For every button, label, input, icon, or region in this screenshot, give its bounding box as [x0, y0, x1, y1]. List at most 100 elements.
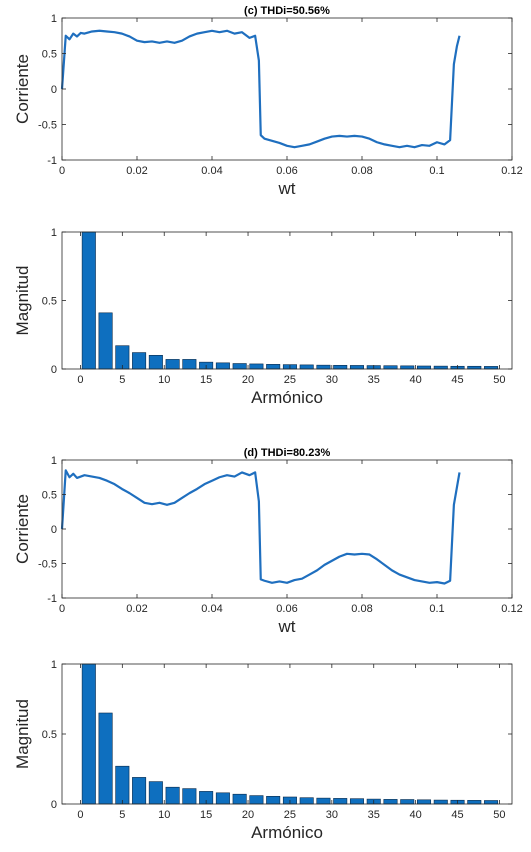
x-tick-label: 35: [368, 809, 380, 821]
bar-21: [249, 363, 264, 370]
x-tick-label: 20: [242, 374, 254, 386]
x-tick-label: 0.08: [351, 603, 372, 615]
x-axis-label: Armónico: [251, 388, 323, 407]
x-tick-label: 10: [158, 374, 170, 386]
y-tick-label: 0.5: [42, 729, 57, 741]
x-tick-label: 0.02: [126, 603, 147, 615]
bar-19: [232, 793, 247, 805]
bar-21: [249, 795, 264, 805]
x-tick-label: 40: [410, 809, 422, 821]
bar-13: [182, 359, 197, 370]
x-tick-label: 0.12: [501, 165, 522, 177]
x-axis-label: wt: [278, 179, 296, 198]
bar-23: [266, 795, 281, 805]
y-axis-label: Corriente: [13, 494, 32, 564]
y-tick-label: 0.5: [42, 296, 57, 308]
bar-7: [132, 352, 147, 370]
x-tick-label: 0.08: [351, 165, 372, 177]
x-tick-label: 25: [284, 809, 296, 821]
current-plot-d: 0 0.02 0.04 0.06 0.08 0.1 0.12 -1 -0.5 0 0.5 1 wt Cor…: [13, 447, 523, 636]
bar-41: [417, 799, 432, 805]
bar-43: [433, 799, 448, 805]
x-tick-label: 0.02: [126, 165, 147, 177]
bar-1: [81, 231, 96, 370]
x-tick-label: 30: [326, 809, 338, 821]
plot-area: [62, 664, 512, 804]
y-tick-label: 0: [51, 524, 57, 536]
bar-47: [467, 800, 482, 805]
x-tick-label: 15: [200, 374, 212, 386]
x-tick-label: 10: [158, 809, 170, 821]
bar-31: [333, 364, 348, 370]
bar-23: [266, 364, 281, 370]
y-tick-label: 0: [51, 84, 57, 96]
bar-3: [98, 712, 113, 805]
bar-13: [182, 788, 197, 805]
bar-5: [115, 765, 130, 805]
bar-33: [349, 365, 364, 370]
y-tick-label: -1: [47, 593, 57, 605]
x-tick-label: 0.04: [201, 165, 222, 177]
x-tick-label: 30: [326, 374, 338, 386]
y-tick-label: 0: [51, 799, 57, 811]
chart-title: (c) THDi=50.56%: [244, 5, 330, 17]
y-tick-label: 1: [51, 13, 57, 25]
x-tick-label: 35: [368, 374, 380, 386]
bar-39: [400, 799, 415, 805]
x-tick-label: 0.04: [201, 603, 222, 615]
plot-area: [62, 232, 512, 369]
x-tick-label: 5: [119, 809, 125, 821]
x-axis-label: Armónico: [251, 823, 323, 842]
bar-27: [299, 797, 314, 805]
bar-29: [316, 364, 331, 370]
plot-area: [62, 460, 512, 598]
bar-41: [417, 365, 432, 370]
x-tick-label: 0: [59, 165, 65, 177]
x-tick-label: 0: [77, 809, 83, 821]
y-tick-label: 1: [51, 455, 57, 467]
x-tick-label: 0.1: [429, 165, 444, 177]
plot-area: [62, 18, 512, 160]
bar-43: [433, 365, 448, 370]
x-tick-label: 45: [451, 374, 463, 386]
bar-17: [215, 792, 230, 805]
y-tick-label: 1: [51, 227, 57, 239]
x-tick-label: 5: [119, 374, 125, 386]
current-plot-c: 0 0.02 0.04 0.06 0.08 0.1 0.12 -1 -0.5 0 0.5 1 wt Cor…: [13, 5, 523, 198]
x-tick-label: 25: [284, 374, 296, 386]
series-line: [60, 29, 461, 149]
y-axis-label: Magnitud: [13, 699, 32, 769]
x-tick-label: 0.12: [501, 603, 522, 615]
x-tick-label: 0: [59, 603, 65, 615]
series-line: [60, 469, 461, 585]
bar-11: [165, 786, 180, 805]
y-tick-label: 1: [51, 659, 57, 671]
x-tick-label: 50: [493, 374, 505, 386]
x-tick-label: 0.06: [276, 603, 297, 615]
x-tick-label: 50: [493, 809, 505, 821]
y-tick-label: -0.5: [38, 559, 57, 571]
bar-39: [400, 365, 415, 370]
harmonic-spectrum-c: 0 5 10 15 20 25 30 35 40 45 50 0 0.5 1 Armónico Magnitu…: [13, 227, 513, 407]
bar-17: [215, 362, 230, 370]
x-tick-label: 20: [242, 809, 254, 821]
bar-7: [132, 777, 147, 805]
y-tick-label: 0.5: [42, 490, 57, 502]
x-tick-label: 45: [451, 809, 463, 821]
bar-37: [383, 799, 398, 805]
bar-49: [484, 800, 499, 805]
bar-27: [299, 364, 314, 370]
y-tick-label: 0.5: [42, 49, 57, 61]
bar-11: [165, 359, 180, 370]
bar-37: [383, 365, 398, 370]
bar-1: [81, 663, 96, 805]
y-tick-label: 0: [51, 364, 57, 376]
y-tick-label: -1: [47, 155, 57, 167]
x-tick-label: 0: [77, 374, 83, 386]
y-axis-label: Magnitud: [13, 266, 32, 336]
x-axis-label: wt: [278, 617, 296, 636]
bar-9: [148, 781, 163, 805]
bar-19: [232, 363, 247, 370]
x-tick-label: 0.06: [276, 165, 297, 177]
